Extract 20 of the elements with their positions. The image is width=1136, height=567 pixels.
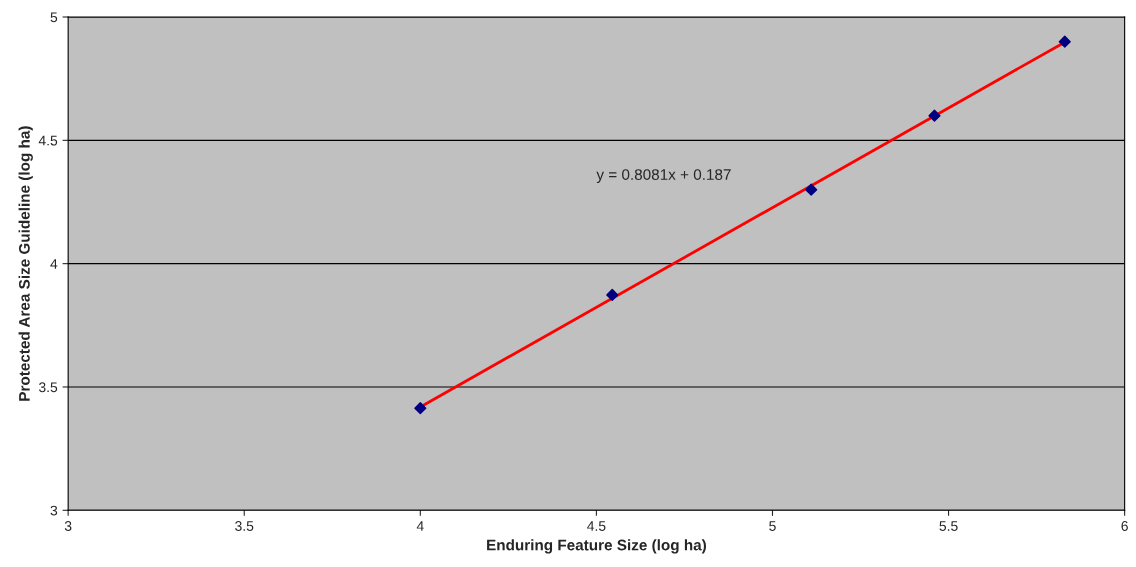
y-tick-label: 3 (50, 505, 58, 516)
point (805, 183, 818, 196)
annotation: y = 0.8081x + 0.187 (596, 169, 731, 183)
x-tick-label: 5.5 (939, 521, 958, 531)
x-axis-title: Enduring Feature Size (log ha) (487, 539, 706, 554)
y-tick-label: 5 (50, 12, 58, 23)
point (606, 288, 619, 302)
point (414, 402, 427, 415)
point (928, 109, 941, 122)
x-tick-label: 3 (64, 521, 72, 531)
x-tick-label: 3.5 (235, 521, 254, 531)
y-tick-label: 4.5 (38, 135, 58, 146)
y-tick-label: 3.5 (38, 382, 58, 393)
x-tick-label: 6 (1121, 521, 1128, 531)
x-tick-label: 5 (769, 521, 776, 531)
y-tick-label: 4 (50, 259, 58, 269)
x-tick-label: 4 (416, 521, 424, 531)
x-tick-label: 4.5 (587, 521, 606, 531)
y-axis-title: Protected Area Size Guideline (log ha) (18, 126, 33, 401)
point (1058, 35, 1071, 48)
